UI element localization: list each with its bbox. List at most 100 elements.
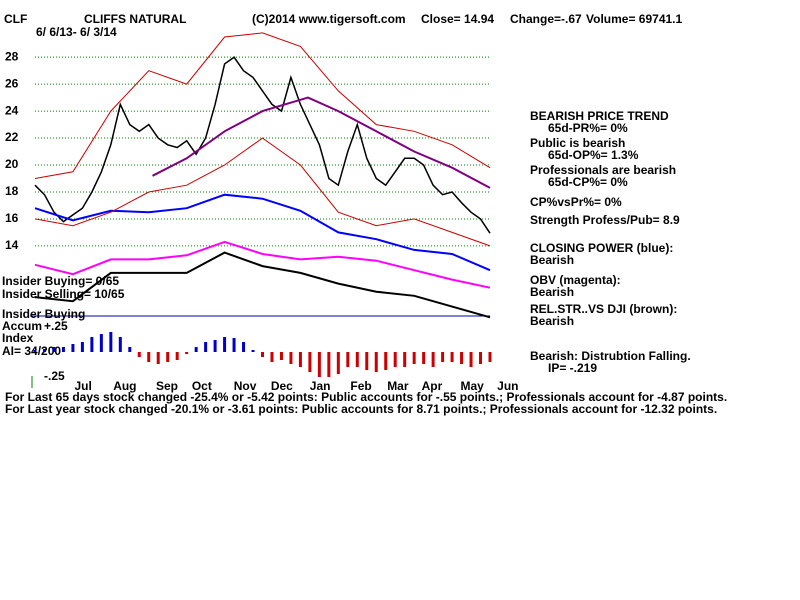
- y-tick-label: -.25: [44, 369, 65, 383]
- accum-bar: [279, 352, 283, 360]
- series-line: [152, 96, 491, 189]
- y-tick-label: 24: [5, 103, 19, 117]
- x-tick-label: Apr: [422, 379, 443, 393]
- accum-bar: [109, 332, 113, 352]
- accum-bar: [194, 347, 198, 352]
- accum-bar: [431, 352, 435, 367]
- accum-bar: [90, 337, 94, 352]
- y-tick-label: 18: [5, 184, 19, 198]
- x-tick-label: Oct: [192, 379, 212, 393]
- accum-bar: [488, 352, 492, 362]
- panel-label: Insider Selling= 10/65: [2, 287, 125, 301]
- footer-line: For Last year stock changed -20.1% or -3…: [5, 402, 717, 416]
- change: Change=-.67: [510, 12, 582, 26]
- y-tick-label: 16: [5, 211, 19, 225]
- annotation: Public is bearish: [530, 136, 625, 150]
- accum-bar: [42, 349, 46, 352]
- accum-bar: [422, 352, 426, 364]
- accum-bar: [251, 350, 255, 352]
- accum-bar: [33, 350, 37, 352]
- annotation: Bearish: Distrubtion Falling.: [530, 349, 691, 363]
- series-line: [34, 137, 491, 247]
- x-tick-label: Jul: [74, 379, 91, 393]
- accum-bar: [308, 352, 312, 372]
- legend-label: OBV (magenta):: [530, 273, 621, 287]
- accum-bar: [185, 352, 189, 354]
- accum-bar: [289, 352, 293, 364]
- series-line: [34, 251, 491, 319]
- x-tick-label: Jan: [310, 379, 331, 393]
- copyright: (C)2014 www.tigersoft.com: [252, 12, 406, 26]
- y-tick-label: +.25: [44, 319, 68, 333]
- series-line: [34, 240, 491, 289]
- series-line: [34, 56, 491, 234]
- annotation: 65d-CP%= 0%: [548, 175, 628, 189]
- accum-bar: [175, 352, 179, 360]
- accum-bar: [147, 352, 151, 362]
- accum-bar: [232, 338, 236, 352]
- panel-label: Index: [2, 331, 34, 345]
- y-tick-label: 20: [5, 157, 19, 171]
- accum-bar: [403, 352, 407, 367]
- panel-label: Insider Buying: [2, 307, 85, 321]
- panel-label: Accum: [2, 319, 42, 333]
- legend-label: CLOSING POWER (blue):: [530, 241, 673, 255]
- y-tick-label: 14: [5, 238, 19, 252]
- legend-status: Bearish: [530, 314, 574, 328]
- panel-label: AI= 34/200: [2, 344, 61, 358]
- accum-bar: [71, 344, 75, 352]
- accum-bar: [213, 340, 217, 352]
- accum-bar: [355, 352, 359, 367]
- legend-label: REL.STR..VS DJI (brown):: [530, 302, 677, 316]
- x-tick-label: Jun: [497, 379, 518, 393]
- y-tick-label: 28: [5, 49, 19, 63]
- accum-bar: [384, 352, 388, 370]
- accum-bar: [317, 352, 321, 377]
- annotation: IP= -.219: [548, 361, 597, 375]
- accum-bar: [336, 352, 340, 374]
- accum-bar: [128, 347, 132, 352]
- accum-bar: [374, 352, 378, 372]
- x-tick-label: Mar: [387, 379, 409, 393]
- annotation: Professionals are bearish: [530, 163, 676, 177]
- annotation: BEARISH PRICE TREND: [530, 109, 669, 123]
- annotation: Strength Profess/Pub= 8.9: [530, 213, 680, 227]
- series-line: [34, 193, 491, 272]
- series-line: [34, 32, 491, 179]
- x-tick-label: May: [461, 379, 485, 393]
- volume: Volume= 69741.1: [586, 12, 682, 26]
- x-tick-label: Nov: [234, 379, 257, 393]
- panel-label: Insider Buying= 0/65: [2, 274, 119, 288]
- accum-bar: [137, 352, 141, 357]
- accum-bar: [156, 352, 160, 364]
- accum-bar: [327, 352, 331, 377]
- x-tick-label: Sep: [156, 379, 178, 393]
- accum-bar: [52, 347, 56, 352]
- accum-bar: [99, 334, 103, 352]
- chart-title: CLIFFS NATURAL: [84, 12, 186, 26]
- annotation: CP%vsPr%= 0%: [530, 195, 622, 209]
- y-tick-label: 22: [5, 130, 19, 144]
- legend-status: Bearish: [530, 253, 574, 267]
- accum-bar: [365, 352, 369, 370]
- accum-bar: [118, 337, 122, 352]
- legend-status: Bearish: [530, 285, 574, 299]
- x-tick-label: Feb: [350, 379, 371, 393]
- accum-bar: [261, 352, 264, 357]
- accum-bar: [223, 337, 227, 352]
- accum-bar: [61, 347, 65, 352]
- close: Close= 14.94: [421, 12, 494, 26]
- accum-bar: [204, 342, 208, 352]
- y-tick-label: 26: [5, 76, 19, 90]
- accum-bar: [80, 342, 84, 352]
- accum-bar: [242, 342, 246, 352]
- date-range: 6/ 6/13- 6/ 3/14: [36, 25, 117, 39]
- ticker: CLF: [4, 12, 27, 26]
- accum-bar: [479, 352, 483, 364]
- accum-bar: [441, 352, 445, 362]
- accum-bar: [346, 352, 350, 367]
- accum-bar: [469, 352, 473, 367]
